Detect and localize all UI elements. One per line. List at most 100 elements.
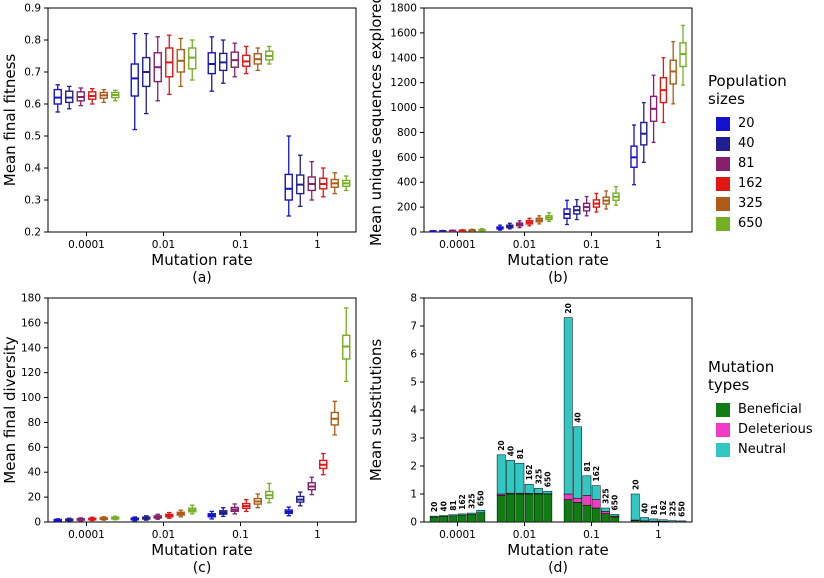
- bar-segment-beneficial: [439, 516, 448, 523]
- bar-population-label: 162: [458, 494, 467, 510]
- y-tick-label: 0.3: [24, 195, 41, 207]
- legend-entry-neutral: Neutral: [716, 442, 820, 457]
- legend-entry-81: 81: [716, 156, 820, 171]
- bar-segment-beneficial: [601, 513, 610, 523]
- bar-segment-beneficial: [467, 514, 476, 523]
- bar-segment-beneficial: [429, 516, 439, 523]
- plot-frame: [423, 297, 693, 523]
- y-axis-label: Mean substitutions: [368, 339, 385, 481]
- bar-population-label: 40: [440, 501, 449, 511]
- legend-swatch-325: [716, 196, 730, 211]
- y-tick-label: 4: [410, 405, 417, 417]
- x-tick-label: 0.1: [583, 239, 600, 251]
- panel-label: (b): [548, 270, 568, 286]
- bar-population-label: 325: [601, 488, 610, 504]
- bar-population-label: 20: [631, 480, 640, 490]
- bar-segment-beneficial: [515, 493, 525, 523]
- bar-segment-deleterious: [601, 511, 610, 514]
- legend-mutation-types: Mutation types Beneficial Deleterious Neut…: [708, 358, 820, 462]
- bar-segment-neutral: [543, 490, 553, 494]
- y-tick-label: 7: [410, 321, 417, 333]
- y-tick-label: 400: [397, 177, 417, 189]
- bar-segment-beneficial: [496, 495, 506, 523]
- y-tick-label: 8: [410, 293, 417, 305]
- x-tick-label: 1: [655, 239, 662, 251]
- y-tick-label: 60: [28, 442, 41, 454]
- bar-segment-neutral: [496, 454, 506, 495]
- bar-segment-beneficial: [524, 493, 534, 523]
- y-tick-label: 0.5: [24, 131, 41, 143]
- bar-segment-beneficial: [582, 504, 592, 523]
- bar-segment-neutral: [630, 493, 640, 521]
- bar-segment-beneficial: [563, 499, 573, 523]
- y-tick-label: 180: [21, 293, 41, 305]
- x-tick-label: 0.0001: [68, 239, 105, 251]
- bar-population-label: 650: [611, 495, 620, 511]
- x-tick-label: 0.1: [232, 239, 249, 251]
- legend-label: 40: [738, 136, 755, 151]
- legend-label: Neutral: [738, 442, 786, 457]
- legend-label: 20: [738, 116, 755, 131]
- y-tick-label: 5: [410, 377, 417, 389]
- legend-items-mutation-types: Beneficial Deleterious Neutral: [708, 402, 820, 457]
- x-tick-label: 0.0001: [439, 529, 476, 541]
- box: [130, 63, 139, 97]
- y-tick-label: 0.6: [24, 99, 41, 111]
- legend-title-population-sizes: Population sizes: [708, 72, 787, 108]
- bar-segment-neutral: [534, 488, 543, 494]
- bar-segment-neutral: [677, 520, 687, 522]
- bar-segment-neutral: [658, 519, 668, 522]
- y-tick-label: 120: [21, 367, 41, 379]
- panel-label: (c): [193, 560, 212, 576]
- panel-c: 0 20 40 60 80 100 120 140 160 180 0.0001 0.01 0.1 1 Mu…: [1, 290, 366, 578]
- legend-title-mutation-types: Mutation types: [708, 358, 775, 394]
- bar-segment-deleterious: [582, 495, 592, 506]
- legend-label: 162: [738, 176, 763, 191]
- bar-segment-neutral: [448, 514, 458, 517]
- legend-entry-650: 650: [716, 216, 820, 231]
- y-tick-label: 0: [410, 227, 417, 239]
- boxplot-mean-unique-sequences: 0 200 400 600 800 1000 1200 1400 1600 1800 0.0001 0…: [367, 0, 693, 286]
- bar-population-label: 162: [525, 465, 534, 481]
- y-tick-label: 0.7: [24, 67, 41, 79]
- bar-segment-neutral: [582, 475, 592, 496]
- bar-segment-neutral: [457, 513, 467, 516]
- bar-population-label: 81: [516, 449, 525, 459]
- bar-segment-deleterious: [591, 499, 601, 509]
- bar-segment-deleterious: [573, 497, 582, 503]
- bar-segment-neutral: [467, 512, 476, 515]
- bar-segment-neutral: [524, 483, 534, 494]
- legend-swatch-beneficial: [716, 402, 730, 417]
- bar-segment-neutral: [515, 462, 525, 494]
- boxplot-mean-final-fitness: 0.2 0.3 0.4 0.5 0.6 0.7 0.8 0.9 0.0001 0.01 0.1 1 Mu…: [1, 3, 357, 286]
- legend-swatch-neutral: [716, 442, 730, 457]
- bar-population-label: 162: [659, 500, 668, 516]
- bar-segment-neutral: [573, 426, 582, 499]
- y-tick-label: 0: [34, 517, 41, 529]
- bar-segment-beneficial: [506, 493, 515, 523]
- x-axis-label: Mutation rate: [507, 541, 609, 559]
- y-tick-label: 1200: [390, 77, 417, 89]
- bar-segment-beneficial: [448, 515, 458, 523]
- plot-frame: [47, 7, 357, 233]
- legend-swatch-162: [716, 176, 730, 191]
- bar-segment-neutral: [506, 460, 515, 494]
- legend-swatch-650: [716, 216, 730, 231]
- bar-population-label: 20: [564, 303, 573, 313]
- y-tick-label: 20: [28, 492, 41, 504]
- bar-segment-beneficial: [591, 507, 601, 523]
- panel-a: 0.2 0.3 0.4 0.5 0.6 0.7 0.8 0.9 0.0001 0.01 0.1 1 Mu…: [1, 0, 366, 292]
- y-tick-label: 100: [21, 392, 41, 404]
- legend-entry-deleterious: Deleterious: [716, 422, 820, 437]
- legend-swatch-81: [716, 156, 730, 171]
- bar-population-label: 162: [592, 466, 601, 482]
- y-tick-label: 2: [410, 461, 417, 473]
- y-tick-label: 3: [410, 433, 417, 445]
- y-tick-label: 200: [397, 202, 417, 214]
- stacked-bar-mean-substitutions: 0 1 2 3 4 5 6 7 8 0.0001 0.01 0.1 1 Mutation rate(d) M…: [367, 293, 693, 576]
- bar-population-label: 81: [449, 500, 458, 510]
- legend-swatch-20: [716, 116, 730, 131]
- panel-b: 0 200 400 600 800 1000 1200 1400 1600 1800 0.0001 0…: [367, 0, 704, 292]
- bar-population-label: 20: [497, 440, 506, 450]
